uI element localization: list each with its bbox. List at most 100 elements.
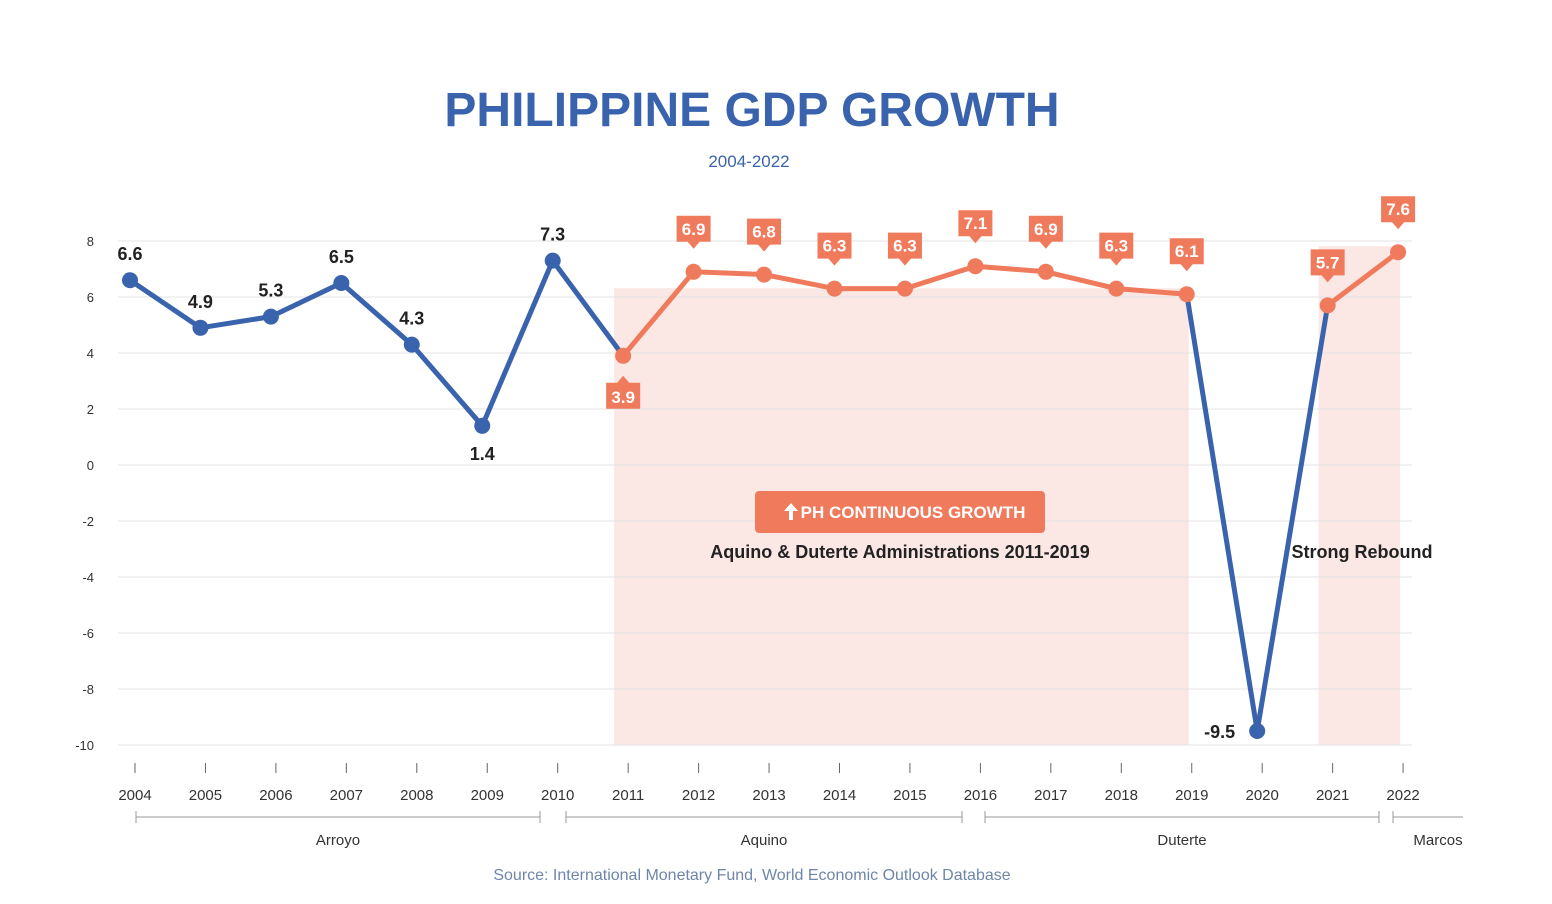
data-point	[1249, 723, 1266, 739]
y-tick-label: -8	[82, 682, 94, 697]
data-label: 6.3	[823, 237, 847, 256]
y-tick-label: 6	[87, 290, 94, 305]
x-tick-label: 2018	[1105, 787, 1138, 804]
data-label-badge: 6.9	[1028, 215, 1063, 249]
badge-shape	[747, 218, 782, 252]
data-point	[1390, 244, 1407, 261]
source-note: Source: International Monetary Fund, Wor…	[493, 867, 1010, 884]
shaded-periods	[614, 246, 1401, 745]
line-segment	[691, 269, 767, 278]
line-segment	[761, 272, 837, 292]
badge-shape	[887, 232, 922, 266]
badge-shape	[958, 210, 993, 244]
line-segment	[1043, 269, 1119, 292]
series-line	[127, 249, 1401, 734]
badge-shape	[676, 215, 711, 249]
data-point	[262, 308, 279, 325]
administrations: Arroyo Aquino Duterte Marcos	[135, 811, 1463, 849]
badge-shape	[817, 232, 852, 266]
x-tick-label: 2007	[330, 787, 363, 804]
line-segment	[620, 269, 697, 359]
data-label: 5.7	[1316, 253, 1340, 272]
line-segment	[338, 280, 415, 348]
badge-shape	[606, 375, 641, 409]
x-tick-label: 2019	[1175, 787, 1208, 804]
data-label-badge: 6.1	[1169, 238, 1204, 272]
line-segment	[1254, 302, 1331, 734]
data-label-badge: 6.9	[676, 215, 711, 249]
data-label: 3.9	[611, 388, 635, 407]
data-label: 1.4	[470, 444, 495, 464]
y-tick-label: -6	[82, 626, 94, 641]
arrow-up-icon	[784, 503, 798, 520]
growth-badge	[755, 491, 1045, 533]
data-point	[1319, 297, 1336, 314]
data-label-badge: 6.8	[747, 218, 782, 252]
data-point	[474, 417, 491, 434]
badge-shape	[1028, 215, 1063, 249]
y-axis: 8 6 4 2 0 -2 -4 -6 -8 -10	[75, 234, 94, 753]
data-label-badge: 5.7	[1310, 249, 1345, 283]
growth-badge-label: PH CONTINUOUS GROWTH	[801, 503, 1026, 522]
line-segment	[268, 280, 344, 320]
x-tick-label: 2021	[1316, 787, 1349, 804]
data-label-badge: 7.1	[958, 210, 993, 244]
x-tick-label: 2005	[189, 787, 222, 804]
line-segment	[197, 314, 274, 331]
y-tick-label: -10	[75, 738, 94, 753]
data-point	[122, 272, 138, 289]
x-tick-label: 2016	[964, 787, 997, 804]
x-axis: 2004 2005 2006 2007 2008 2009 2010 2011 2012 2013…	[118, 763, 1420, 804]
data-label-badge: 6.3	[817, 232, 852, 266]
line-segment	[972, 263, 1049, 275]
data-point	[967, 258, 984, 275]
chart-subtitle: 2004-2022	[708, 152, 789, 171]
data-label: 6.3	[1104, 237, 1128, 256]
data-label: 6.9	[1034, 220, 1058, 239]
line-segment	[409, 342, 485, 429]
x-tick-label: 2013	[752, 787, 785, 804]
data-label: 7.6	[1386, 200, 1410, 219]
x-tick-label: 2015	[893, 787, 926, 804]
x-tick-label: 2017	[1034, 787, 1067, 804]
data-label: 6.5	[329, 247, 354, 267]
data-label: 6.6	[117, 244, 142, 264]
y-tick-label: 0	[87, 458, 94, 473]
x-tick-label: 2020	[1246, 787, 1279, 804]
data-point	[544, 252, 561, 269]
data-label: 6.8	[752, 223, 776, 242]
x-tick-label: 2004	[118, 787, 151, 804]
line-segment	[1325, 249, 1401, 308]
data-point	[1037, 263, 1054, 280]
line-segment	[550, 258, 626, 359]
data-label: 6.1	[1175, 242, 1199, 261]
data-label: 5.3	[258, 281, 283, 301]
y-tick-label: -4	[82, 570, 94, 585]
y-tick-label: 2	[87, 402, 94, 417]
data-point	[1178, 286, 1195, 303]
period-note: Aquino & Duterte Administrations 2011-20…	[710, 542, 1089, 562]
admin-label: Aquino	[741, 832, 788, 849]
x-tick-label: 2006	[259, 787, 292, 804]
line-segment	[479, 258, 556, 429]
badge-shape	[1310, 249, 1345, 283]
x-tick-label: 2014	[823, 787, 856, 804]
data-label-badge: 3.9	[606, 375, 641, 409]
x-tick-label: 2009	[471, 787, 504, 804]
data-label: 6.3	[893, 237, 917, 256]
data-point	[756, 266, 773, 283]
shaded-period-1	[1318, 246, 1401, 745]
data-point	[403, 336, 420, 353]
data-points	[122, 244, 1407, 739]
x-tick-label: 2010	[541, 787, 574, 804]
line-segment	[127, 277, 203, 331]
data-label-badge: 6.3	[887, 232, 922, 266]
y-tick-label: -2	[82, 514, 94, 529]
badge-shape	[1169, 238, 1204, 272]
data-label: 6.9	[682, 220, 706, 239]
badge-shape	[1099, 232, 1134, 266]
data-label: 7.1	[964, 214, 988, 233]
data-point	[192, 319, 209, 336]
data-point	[333, 275, 350, 291]
